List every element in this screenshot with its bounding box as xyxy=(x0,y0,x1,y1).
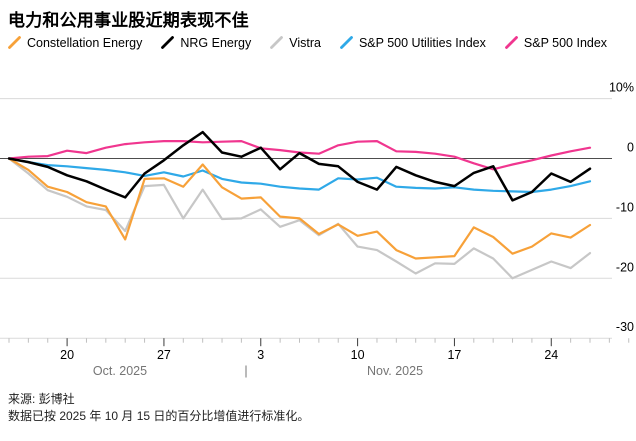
y-axis-label: 10% xyxy=(609,81,634,95)
month-label-nov: Nov. 2025 xyxy=(367,364,423,378)
legend-item-vistra: Vistra xyxy=(270,33,321,52)
x-axis-tick-label: 10 xyxy=(351,348,365,362)
legend-label: S&P 500 Utilities Index xyxy=(358,35,486,50)
legend: Constellation Energy NRG Energy Vistra S&P … xyxy=(8,33,628,52)
y-axis-label: 0 xyxy=(627,141,634,155)
y-axis-label: -30 xyxy=(616,320,634,334)
chart-footer: 来源: 彭博社 数据已按 2025 年 10 月 15 日的百分比增值进行标准化… xyxy=(8,391,309,426)
legend-item-sp500-utilities-index: S&P 500 Utilities Index xyxy=(340,33,486,52)
x-axis-tick-label: 20 xyxy=(60,348,74,362)
legend-label: NRG Energy xyxy=(180,35,252,50)
series-slash-icon xyxy=(8,36,21,49)
x-axis-tick-label: 3 xyxy=(257,348,264,362)
x-axis-tick-label: 17 xyxy=(447,348,461,362)
series-slash-icon xyxy=(270,36,284,49)
series-line-nrg-energy xyxy=(7,130,592,202)
y-axis-label: -10 xyxy=(616,200,634,214)
series-slash-icon xyxy=(161,36,175,49)
series-slash-icon xyxy=(504,36,518,49)
series-line-vistra xyxy=(7,157,592,280)
month-separator: | xyxy=(244,364,247,378)
series-line-sp500-index xyxy=(7,139,592,171)
footer-note: 数据已按 2025 年 10 月 15 日的百分比增值进行标准化。 xyxy=(8,409,310,424)
month-label-oct: Oct. 2025 xyxy=(93,364,147,378)
series-line-constellation-energy xyxy=(7,157,592,260)
legend-label: Constellation Energy xyxy=(27,35,143,50)
y-axis-label: -20 xyxy=(616,260,634,274)
x-axis-tick-label: 24 xyxy=(544,348,558,362)
legend-item-nrg-energy: NRG Energy xyxy=(161,33,251,52)
series-slash-icon xyxy=(340,36,353,49)
chart-canvas: 10% 0 -10 -20 -30 20 27 3 10 17 24 Oct. 2025 | Nov. 2… xyxy=(0,81,634,378)
legend-item-sp500-index: S&P 500 Index xyxy=(504,33,608,52)
footer-source: 来源: 彭博社 xyxy=(8,392,75,406)
series-line-sp500-utilities-index xyxy=(7,157,592,194)
legend-label: S&P 500 Index xyxy=(523,35,608,50)
legend-item-constellation-energy: Constellation Energy xyxy=(8,33,142,52)
x-axis-tick-label: 27 xyxy=(157,348,171,362)
legend-label: Vistra xyxy=(289,35,321,50)
chart-title: 电力和公用事业股近期表现不佳 xyxy=(8,11,249,30)
